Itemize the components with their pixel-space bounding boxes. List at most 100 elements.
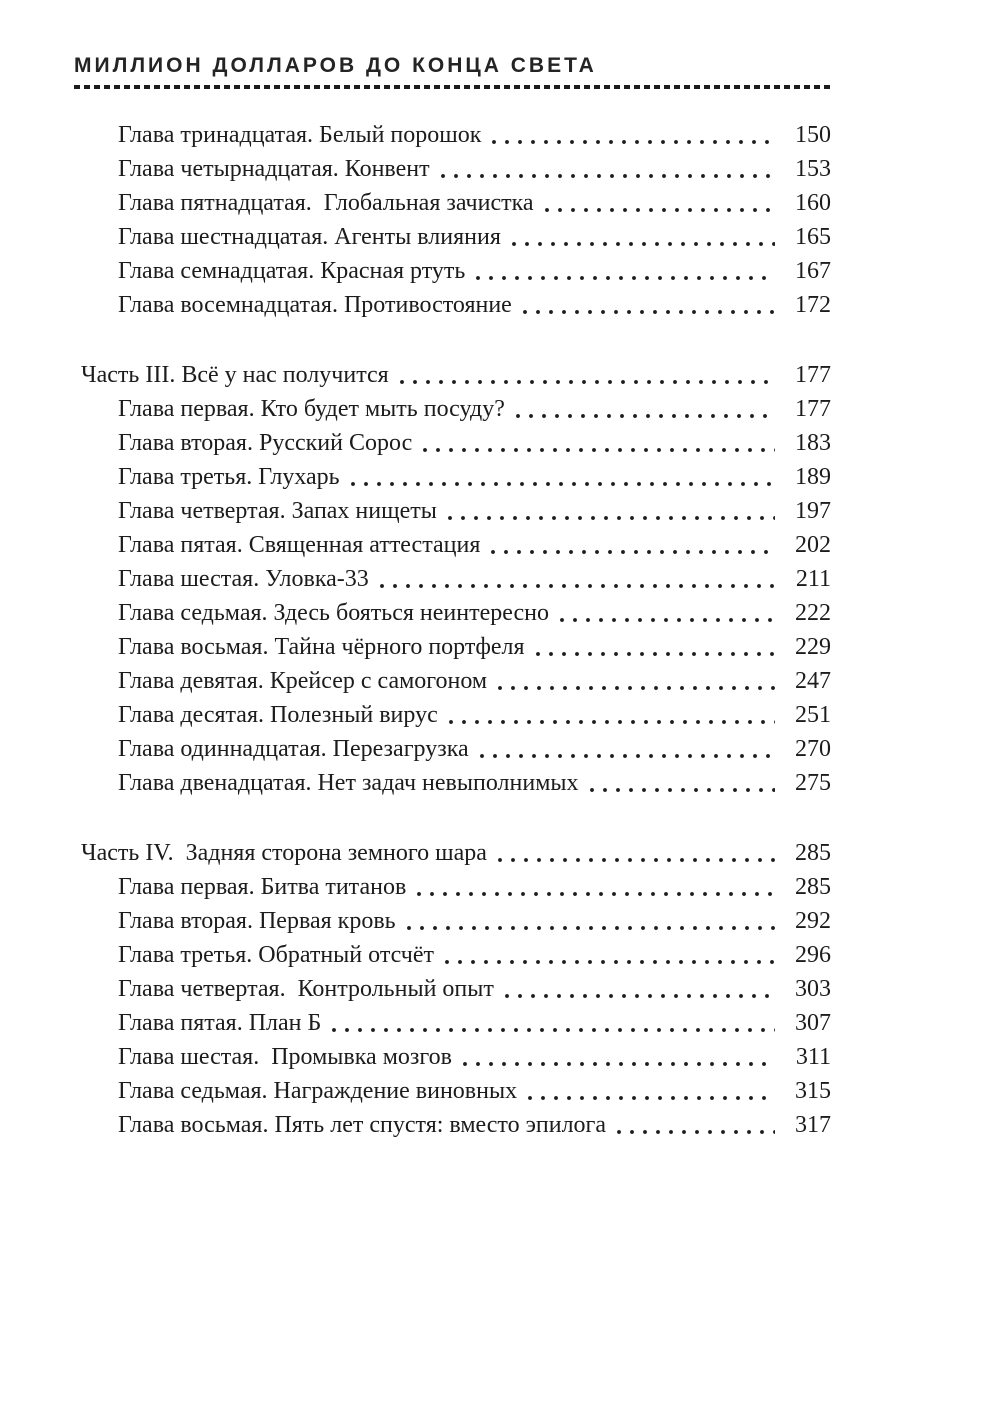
- toc-chapter-title: Глава вторая. Первая кровь: [118, 908, 396, 934]
- toc-chapter-row: Глава первая. Кто будет мыть посуду? 177: [74, 392, 831, 426]
- dot-leader: [589, 787, 775, 793]
- toc-chapter-row: Глава третья. Обратный отсчёт 296: [74, 938, 831, 972]
- toc-page-number: 285: [795, 874, 831, 900]
- toc-chapter-title: Глава восьмая. Тайна чёрного портфеля: [118, 634, 525, 660]
- dot-leader: [332, 1027, 775, 1033]
- toc-chapter-title: Глава пятая. Священная аттестация: [118, 532, 481, 558]
- toc-part-title: Часть III. Всё у нас получится: [81, 362, 389, 388]
- toc-page-number: 270: [795, 736, 831, 762]
- dot-leader: [445, 959, 775, 965]
- toc-part-title: Часть IV. Задняя сторона земного шара: [81, 840, 487, 866]
- toc-part-row: Часть III. Всё у нас получится 177: [74, 358, 831, 392]
- dot-leader: [479, 753, 775, 759]
- toc-chapter-title: Глава семнадцатая. Красная ртуть: [118, 258, 466, 284]
- dot-leader: [379, 583, 775, 589]
- toc-chapter-title: Глава третья. Глухарь: [118, 464, 340, 490]
- dot-leader: [423, 447, 775, 453]
- toc-chapter-title: Глава шестая. Промывка мозгов: [118, 1044, 452, 1070]
- toc-chapter-title: Глава четвертая. Контрольный опыт: [118, 976, 494, 1002]
- toc-chapter-row: Глава десятая. Полезный вирус 251: [74, 698, 831, 732]
- toc-chapter-row: Глава четырнадцатая. Конвент 153: [74, 152, 831, 186]
- toc-chapter-row: Глава семнадцатая. Красная ртуть 167: [74, 254, 831, 288]
- toc-chapter-row: Глава седьмая. Награждение виновных 315: [74, 1074, 831, 1108]
- dot-leader: [504, 993, 775, 999]
- toc-chapter-title: Глава пятая. План Б: [118, 1010, 322, 1036]
- toc-chapter-row: Глава восьмая. Тайна чёрного портфеля 229: [74, 630, 831, 664]
- dot-leader: [448, 719, 775, 725]
- toc-chapter-title: Глава пятнадцатая. Глобальная зачистка: [118, 190, 534, 216]
- dot-leader: [440, 173, 775, 179]
- toc-group: Часть IV. Задняя сторона земного шара 285…: [74, 836, 831, 1142]
- dot-leader: [491, 549, 775, 555]
- toc-chapter-title: Глава шестая. Уловка-33: [118, 566, 369, 592]
- toc-chapter-title: Глава первая. Кто будет мыть посуду?: [118, 396, 505, 422]
- toc-chapter-title: Глава тринадцатая. Белый порошок: [118, 122, 482, 148]
- toc-page-number: 315: [795, 1078, 831, 1104]
- table-of-contents: Глава тринадцатая. Белый порошок 150 Глава…: [74, 118, 831, 1142]
- toc-chapter-row: Глава одиннадцатая. Перезагрузка 270: [74, 732, 831, 766]
- toc-page-number: 222: [795, 600, 831, 626]
- toc-page-number: 285: [795, 840, 831, 866]
- toc-chapter-title: Глава восьмая. Пять лет спустя: вместо э…: [118, 1112, 607, 1138]
- toc-chapter-row: Глава пятая. План Б 307: [74, 1006, 831, 1040]
- toc-chapter-title: Глава седьмая. Здесь бояться неинтересно: [118, 600, 549, 626]
- toc-chapter-row: Глава девятая. Крейсер с самогоном 247: [74, 664, 831, 698]
- dot-leader: [399, 379, 775, 385]
- toc-chapter-row: Глава седьмая. Здесь бояться неинтересно…: [74, 596, 831, 630]
- toc-page-number: 296: [795, 942, 831, 968]
- dot-leader: [515, 413, 775, 419]
- toc-chapter-row: Глава шестая. Промывка мозгов 311: [74, 1040, 831, 1074]
- toc-part-row: Часть IV. Задняя сторона земного шара 285: [74, 836, 831, 870]
- dot-leader: [617, 1129, 775, 1135]
- toc-page-number: 177: [795, 362, 831, 388]
- toc-chapter-title: Глава седьмая. Награждение виновных: [118, 1078, 518, 1104]
- dot-leader: [476, 275, 775, 281]
- toc-page-number: 160: [795, 190, 831, 216]
- toc-page-number: 165: [795, 224, 831, 250]
- toc-page-number: 153: [795, 156, 831, 182]
- toc-chapter-title: Глава третья. Обратный отсчёт: [118, 942, 434, 968]
- toc-group: Глава тринадцатая. Белый порошок 150 Глава…: [74, 118, 831, 322]
- toc-chapter-row: Глава двенадцатая. Нет задач невыполнимы…: [74, 766, 831, 800]
- toc-chapter-row: Глава четвертая. Контрольный опыт 303: [74, 972, 831, 1006]
- toc-chapter-row: Глава вторая. Русский Сорос 183: [74, 426, 831, 460]
- toc-page-number: 229: [795, 634, 831, 660]
- dot-leader: [350, 481, 775, 487]
- header-dashed-rule: [74, 85, 831, 89]
- toc-page-number: 292: [795, 908, 831, 934]
- toc-chapter-title: Глава шестнадцатая. Агенты влияния: [118, 224, 501, 250]
- dot-leader: [462, 1061, 775, 1067]
- toc-page-number: 167: [795, 258, 831, 284]
- toc-chapter-row: Глава первая. Битва титанов 285: [74, 870, 831, 904]
- toc-page-number: 197: [795, 498, 831, 524]
- toc-chapter-title: Глава девятая. Крейсер с самогоном: [118, 668, 488, 694]
- toc-page-number: 177: [795, 396, 831, 422]
- running-header-title: МИЛЛИОН ДОЛЛАРОВ ДО КОНЦА СВЕТА: [74, 54, 597, 77]
- toc-chapter-row: Глава вторая. Первая кровь 292: [74, 904, 831, 938]
- dot-leader: [447, 515, 775, 521]
- toc-page-number: 251: [795, 702, 831, 728]
- toc-chapter-row: Глава шестнадцатая. Агенты влияния 165: [74, 220, 831, 254]
- toc-chapter-title: Глава вторая. Русский Сорос: [118, 430, 413, 456]
- toc-chapter-title: Глава двенадцатая. Нет задач невыполнимы…: [118, 770, 579, 796]
- toc-chapter-title: Глава четырнадцатая. Конвент: [118, 156, 430, 182]
- toc-page-number: 307: [795, 1010, 831, 1036]
- toc-group: Часть III. Всё у нас получится 177 Глава п…: [74, 358, 831, 800]
- toc-chapter-title: Глава четвертая. Запах нищеты: [118, 498, 437, 524]
- toc-page-number: 311: [795, 1044, 831, 1070]
- toc-page-number: 211: [795, 566, 831, 592]
- dot-leader: [417, 891, 775, 897]
- dot-leader: [560, 617, 775, 623]
- toc-page-number: 150: [795, 122, 831, 148]
- toc-page-number: 247: [795, 668, 831, 694]
- dot-leader: [406, 925, 775, 931]
- toc-page-number: 172: [795, 292, 831, 318]
- toc-page-number: 303: [795, 976, 831, 1002]
- dot-leader: [528, 1095, 775, 1101]
- toc-chapter-row: Глава пятая. Священная аттестация 202: [74, 528, 831, 562]
- toc-chapter-row: Глава восьмая. Пять лет спустя: вместо э…: [74, 1108, 831, 1142]
- toc-page-number: 317: [795, 1112, 831, 1138]
- toc-page-number: 202: [795, 532, 831, 558]
- toc-chapter-row: Глава шестая. Уловка-33 211: [74, 562, 831, 596]
- toc-chapter-title: Глава восемнадцатая. Противостояние: [118, 292, 512, 318]
